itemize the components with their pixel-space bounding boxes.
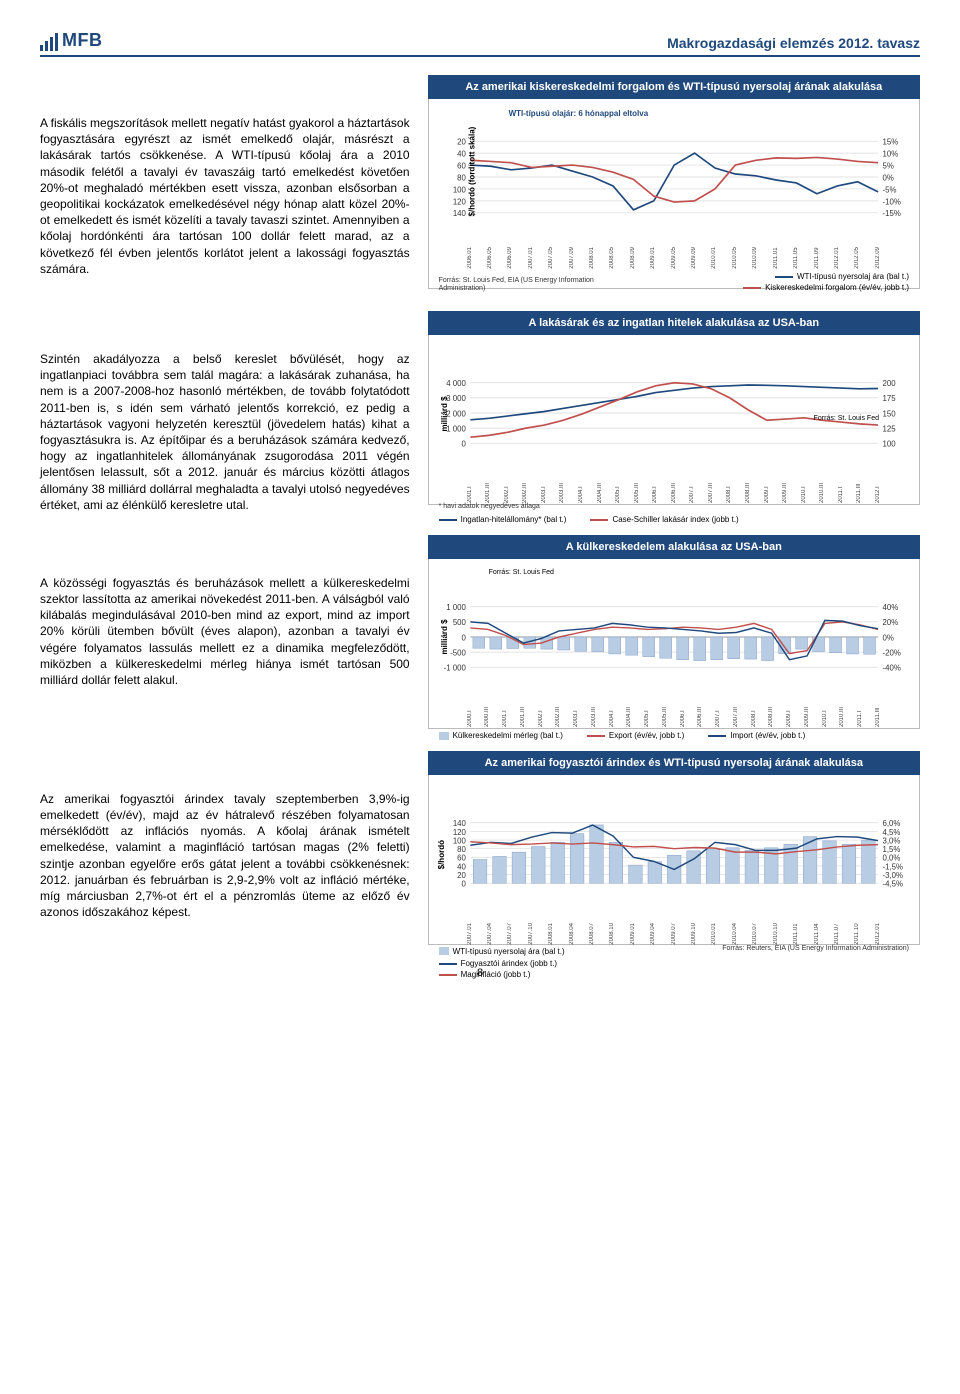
svg-text:100: 100	[452, 185, 466, 194]
svg-text:-500: -500	[450, 648, 466, 657]
chart-2-xaxis: 2001.I2001.III2002.I2002.III2003.I2003.I…	[439, 483, 909, 503]
svg-text:-40%: -40%	[882, 663, 900, 672]
svg-text:15%: 15%	[882, 138, 898, 147]
svg-text:-4,5%: -4,5%	[882, 879, 902, 888]
chart-3-legend: Külkereskedelmi mérleg (bal t.)Export (é…	[439, 729, 909, 743]
svg-text:0%: 0%	[882, 633, 893, 642]
chart-1-note: WTI-típusú olajár: 6 hónappal eltolva	[509, 109, 649, 118]
chart-3-svg: 1 000 500 0 -500 -1 000 40% 20% 0% -20% -40%	[439, 567, 909, 707]
svg-text:500: 500	[452, 618, 466, 627]
page-root: MFB Makrogazdasági elemzés 2012. tavasz …	[0, 0, 960, 1009]
chart-4-y1label: $/hordó	[437, 840, 446, 869]
chart-1-xaxis: 2006.012006.052006.092007.012007.052007.…	[439, 247, 909, 269]
chart-1-legend: WTI-típusú nyersolaj ára (bal t.)Kiskere…	[743, 271, 909, 293]
svg-text:140: 140	[452, 209, 466, 218]
chart-2-footnote: * havi adatok negyedéves átlaga	[439, 503, 909, 511]
chart-2-legend: Ingatlan-hitelállomány* (bal t.)Case-Sch…	[439, 513, 909, 527]
logo-bars-icon	[40, 33, 58, 51]
svg-text:4 000: 4 000	[446, 379, 466, 388]
chart-2-source: Forrás: St. Louis Fed	[814, 415, 879, 422]
svg-text:0: 0	[461, 440, 466, 449]
svg-text:60: 60	[457, 161, 466, 170]
svg-text:5%: 5%	[882, 161, 893, 170]
chart-1-svg: 20 40 60 80 100 120 140 15% 10% 5% 0% -5% -10% -15%	[439, 107, 909, 247]
svg-text:-1 000: -1 000	[443, 663, 466, 672]
svg-text:175: 175	[882, 394, 896, 403]
chart-3-source: Forrás: St. Louis Fed	[489, 569, 554, 576]
svg-text:0%: 0%	[882, 173, 893, 182]
svg-text:20: 20	[457, 138, 466, 147]
svg-text:20%: 20%	[882, 618, 898, 627]
svg-text:-15%: -15%	[882, 209, 900, 218]
svg-text:-10%: -10%	[882, 197, 900, 206]
section-1: A fiskális megszorítások mellett negatív…	[40, 75, 920, 289]
logo: MFB	[40, 30, 103, 51]
section-1-body: A fiskális megszorítások mellett negatív…	[40, 115, 410, 289]
chart-2-title: A lakásárak és az ingatlan hitelek alaku…	[428, 311, 920, 335]
svg-text:120: 120	[452, 197, 466, 206]
svg-text:80: 80	[457, 173, 466, 182]
section-4: Az amerikai fogyasztói árindex tavaly sz…	[40, 751, 920, 945]
svg-text:40: 40	[457, 149, 466, 158]
svg-text:200: 200	[882, 379, 896, 388]
svg-text:100: 100	[882, 440, 896, 449]
svg-text:125: 125	[882, 424, 896, 433]
page-header: MFB Makrogazdasági elemzés 2012. tavasz	[40, 30, 920, 57]
chart-2-svg: 4 0003 0002 0001 0000200175150125100	[439, 343, 909, 483]
chart-2-y1label: milliárd $	[440, 396, 449, 431]
svg-text:0: 0	[461, 879, 466, 888]
logo-text: MFB	[62, 30, 103, 51]
section-3: A közösségi fogyasztás és beruházások me…	[40, 535, 920, 729]
chart-1: Az amerikai kiskereskedelmi forgalom és …	[428, 75, 920, 289]
chart-4-svg: 1401201008060402006,0%4,5%3,0%1,5%0,0%-1…	[439, 783, 909, 923]
document-title: Makrogazdasági elemzés 2012. tavasz	[667, 35, 920, 51]
chart-3-y1label: milliárd $	[440, 620, 449, 655]
chart-4: Az amerikai fogyasztói árindex és WTI-tí…	[428, 751, 920, 945]
section-3-body: A közösségi fogyasztás és beruházások me…	[40, 575, 410, 729]
chart-3: A külkereskedelem alakulása az USA-ban m…	[428, 535, 920, 729]
section-2-body: Szintén akadályozza a belső kereslet bőv…	[40, 351, 410, 513]
svg-text:-20%: -20%	[882, 648, 900, 657]
section-2: Szintén akadályozza a belső kereslet bőv…	[40, 311, 920, 513]
svg-text:0: 0	[461, 633, 466, 642]
svg-text:1 000: 1 000	[446, 603, 466, 612]
chart-4-source: Forrás: Reuters, EIA (US Energy Informat…	[722, 945, 909, 953]
chart-3-title: A külkereskedelem alakulása az USA-ban	[428, 535, 920, 559]
chart-4-title: Az amerikai fogyasztói árindex és WTI-tí…	[428, 751, 920, 775]
chart-4-legend: WTI-típusú nyersolaj ára (bal t.)Fogyasz…	[439, 947, 565, 980]
chart-1-y1label: $/hordó (fordított skála)	[467, 126, 476, 216]
svg-text:150: 150	[882, 409, 896, 418]
svg-text:40%: 40%	[882, 603, 898, 612]
svg-text:10%: 10%	[882, 149, 898, 158]
section-4-body: Az amerikai fogyasztói árindex tavaly sz…	[40, 791, 410, 945]
chart-3-xaxis: 2000.I2000.III2001.I2001.III2002.I2002.I…	[439, 707, 909, 727]
chart-4-xaxis: 2007.012007.042007.072007.102008.012008.…	[439, 923, 909, 945]
chart-1-title: Az amerikai kiskereskedelmi forgalom és …	[428, 75, 920, 99]
chart-1-source: Forrás: St. Louis Fed, EIA (US Energy In…	[439, 277, 618, 292]
chart-2: A lakásárak és az ingatlan hitelek alaku…	[428, 311, 920, 505]
svg-text:-5%: -5%	[882, 185, 896, 194]
